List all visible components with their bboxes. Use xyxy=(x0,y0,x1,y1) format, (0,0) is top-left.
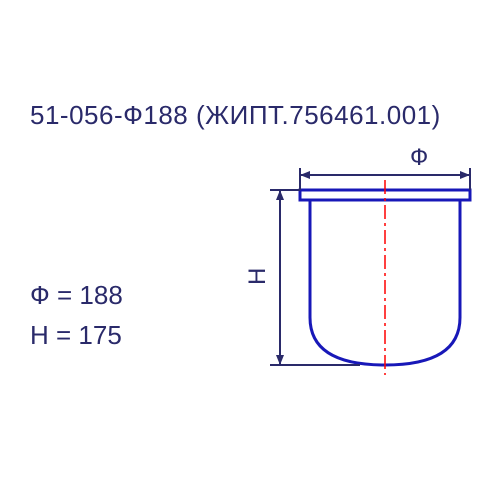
svg-text:Ф: Ф xyxy=(410,144,428,171)
svg-text:Н: Н xyxy=(244,268,271,285)
dimension-phi-value: Ф = 188 xyxy=(30,280,123,311)
dimension-h-value: Н = 175 xyxy=(30,320,122,351)
technical-drawing: ФН xyxy=(230,140,490,400)
part-title: 51-056-Ф188 (ЖИПТ.756461.001) xyxy=(30,100,441,131)
